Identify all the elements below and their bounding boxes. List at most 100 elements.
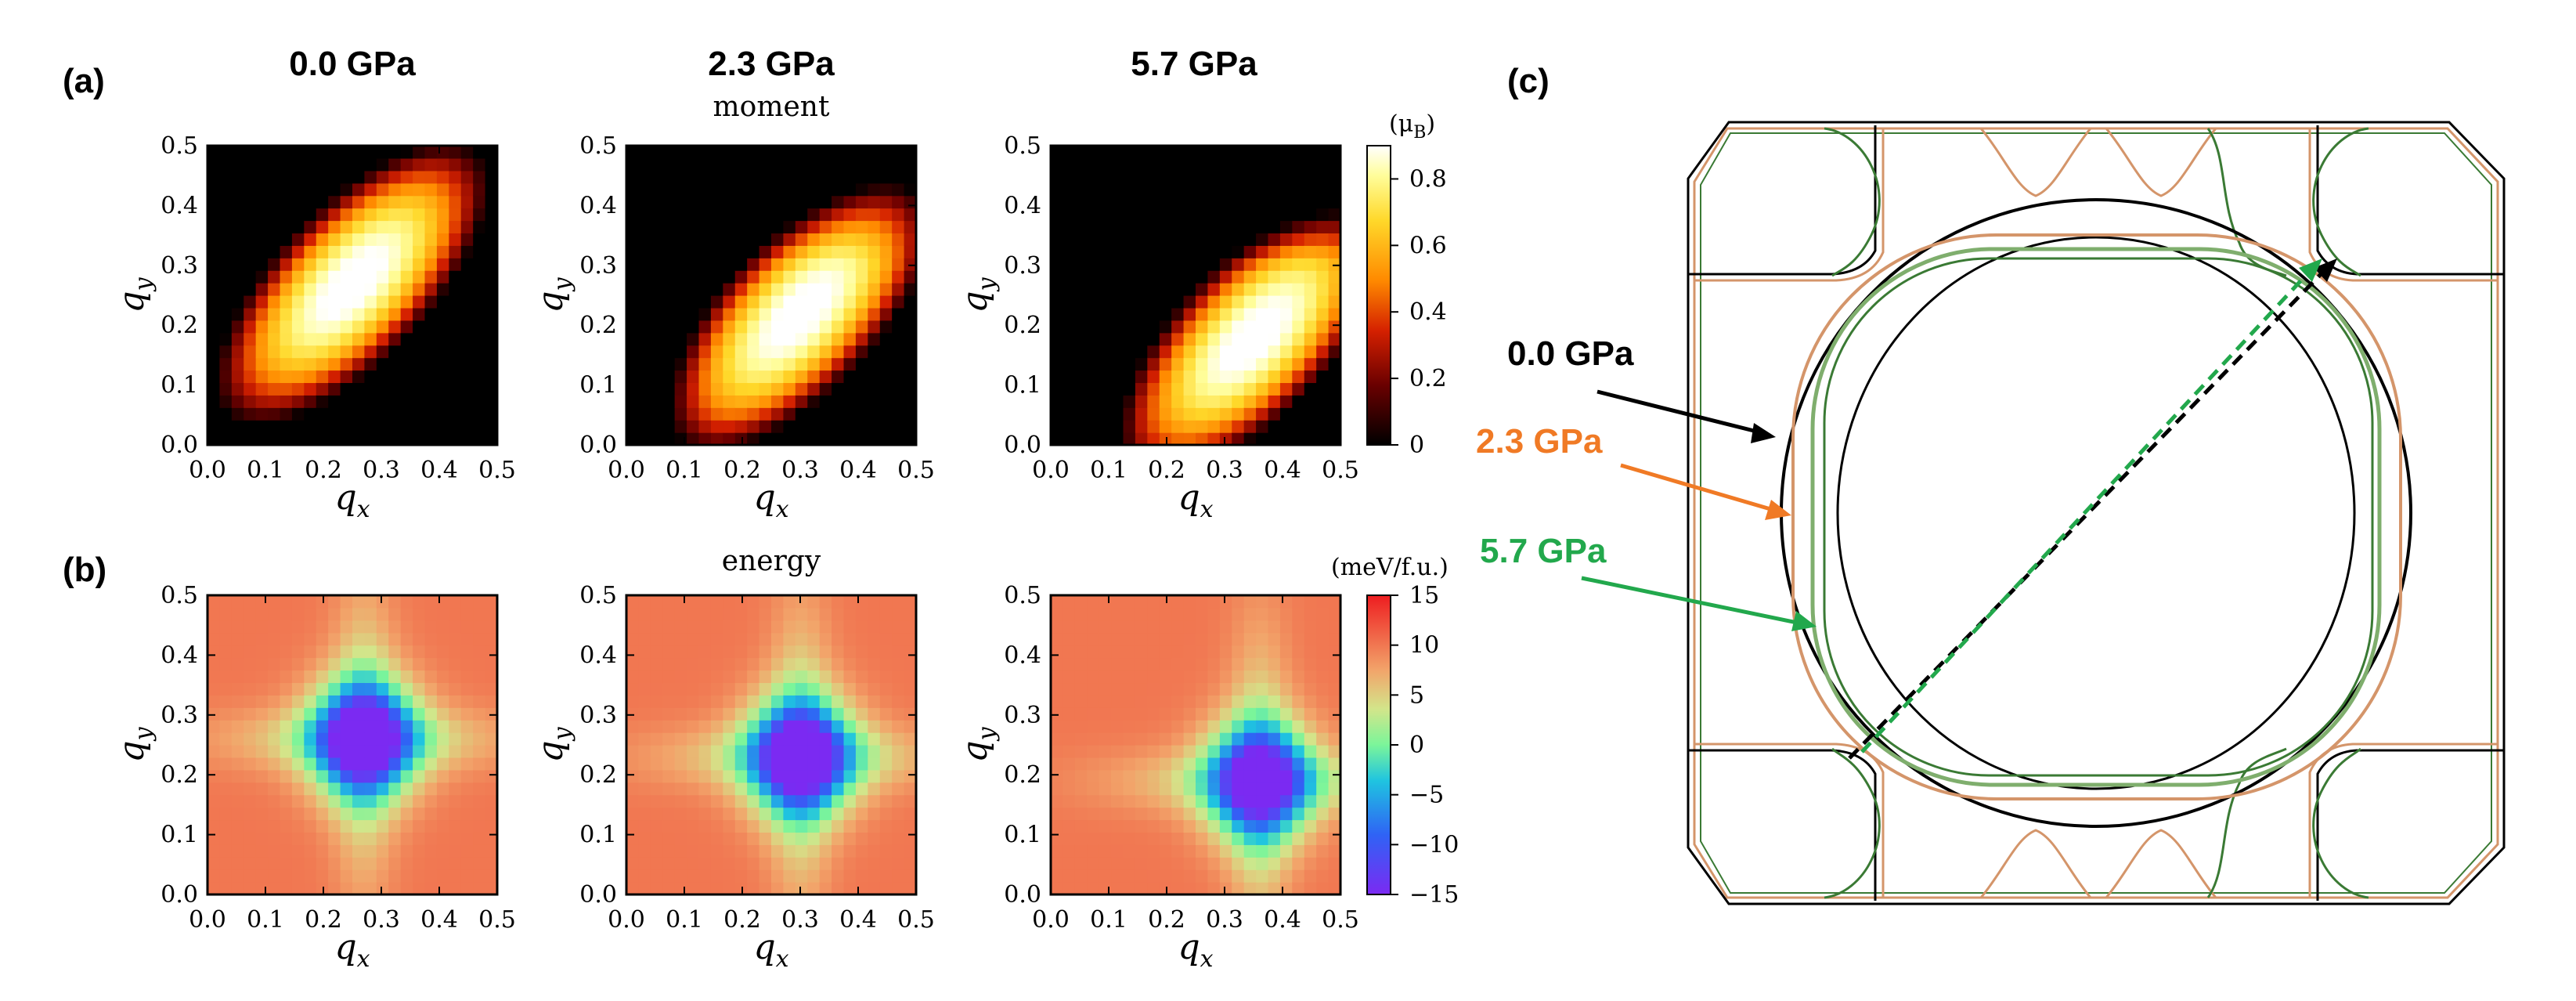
moment-cell (698, 395, 712, 408)
energy-cell (388, 844, 402, 858)
energy-cell (1196, 632, 1209, 646)
moment-cell (1279, 258, 1293, 271)
moment-cell (626, 157, 640, 172)
energy-cell (328, 832, 341, 845)
moment-cell (460, 270, 474, 284)
energy-cell (1256, 844, 1269, 858)
energy-cell (819, 595, 832, 609)
energy-cell (1219, 857, 1232, 870)
moment-cell (1219, 182, 1232, 197)
energy-cell (1279, 645, 1293, 659)
moment-cell (759, 146, 772, 159)
energy-cell (460, 620, 474, 634)
moment-cell (1243, 208, 1257, 222)
moment-cell (424, 283, 438, 296)
moment-cell (904, 157, 917, 172)
moment-cell (268, 195, 281, 209)
energy-cell (244, 882, 257, 895)
energy-cell (819, 620, 832, 634)
moment-cell (879, 283, 893, 296)
moment-cell (868, 357, 881, 371)
moment-cell (316, 370, 329, 384)
moment-cell (1111, 395, 1124, 408)
moment-cell (268, 245, 281, 258)
moment-cell (1207, 407, 1221, 421)
moment-cell (771, 357, 785, 371)
energy-cell (268, 757, 281, 771)
energy-cell (1256, 757, 1269, 771)
moment-cell (449, 395, 462, 408)
energy-cell (1159, 720, 1172, 733)
energy-cell (771, 707, 785, 721)
energy-cell (723, 757, 736, 771)
moment-cell (687, 157, 700, 172)
moment-cell (460, 245, 474, 258)
energy-cell (316, 682, 329, 696)
energy-cell (436, 607, 449, 621)
moment-cell (855, 208, 868, 222)
energy-cell (626, 607, 640, 621)
moment-cell (1219, 332, 1232, 346)
energy-cell (1171, 682, 1185, 696)
moment-cell (1111, 182, 1124, 197)
moment-cell (1123, 307, 1136, 321)
energy-cell (424, 782, 438, 796)
moment-cell (759, 208, 772, 222)
moment-cell (1135, 307, 1148, 321)
moment-cell (485, 345, 498, 359)
energy-cell (807, 682, 821, 696)
moment-cell (364, 432, 377, 446)
energy-cell (1099, 632, 1112, 646)
moment-cell (759, 382, 772, 396)
moment-cell (1268, 307, 1281, 321)
energy-cell (1207, 819, 1221, 833)
energy-cell (376, 782, 389, 796)
energy-cell (1304, 670, 1317, 684)
x-tick-label: 0.1 (666, 457, 703, 484)
energy-cell (1147, 844, 1160, 858)
energy-cell (244, 869, 257, 883)
moment-cell (832, 407, 845, 421)
energy-cell (819, 844, 832, 858)
energy-cell (832, 857, 845, 870)
moment-cell (291, 283, 305, 296)
moment-cell (1099, 208, 1112, 222)
moment-cell (1196, 182, 1209, 197)
moment-cell (747, 420, 760, 433)
energy-cell (1159, 595, 1172, 609)
energy-cell (1183, 807, 1196, 821)
moment-cell (1135, 270, 1148, 284)
moment-cell (1051, 357, 1064, 371)
x-axis-label-sub: x (776, 945, 789, 973)
moment-cell (207, 370, 221, 384)
moment-cell (219, 432, 233, 446)
energy-cell (771, 857, 785, 870)
moment-cell (1123, 283, 1136, 296)
energy-cell (879, 844, 893, 858)
energy-cell (1123, 869, 1136, 883)
energy-cell (687, 882, 700, 895)
moment-cell (1207, 157, 1221, 172)
moment-cell (485, 245, 498, 258)
moment-cell (1316, 357, 1329, 371)
moment-cell (388, 320, 402, 334)
moment-cell (698, 157, 712, 172)
energy-cell (1207, 732, 1221, 746)
moment-cell (376, 283, 389, 296)
moment-cell (879, 432, 893, 446)
moment-cell (1268, 382, 1281, 396)
plot-frame (206, 144, 499, 446)
energy-cell (424, 757, 438, 771)
moment-cell (436, 370, 449, 384)
energy-cell (413, 720, 426, 733)
x-tick-label: 0.0 (1032, 906, 1070, 934)
energy-cell (1268, 832, 1281, 845)
energy-cell (255, 695, 269, 708)
energy-cell (662, 620, 676, 634)
plot-frame (1049, 594, 1342, 896)
moment-cell (687, 295, 700, 309)
energy-cell (436, 695, 449, 708)
moment-cell (400, 307, 413, 321)
moment-cell (1196, 332, 1209, 346)
moment-cell (626, 432, 640, 446)
